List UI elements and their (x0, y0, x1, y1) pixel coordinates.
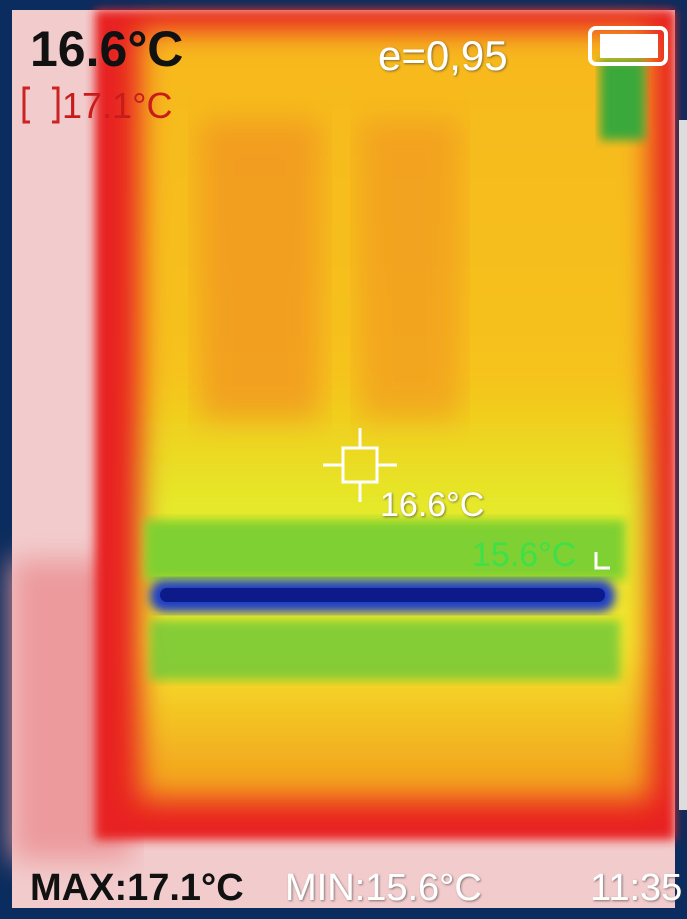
min-label: 15.6°C (472, 536, 576, 574)
spot-max-temp: 17.1°C (62, 85, 172, 126)
thermal-image (12, 10, 687, 908)
page: 16.6°C 17.1°C e=0,95 16.6°C 15.6°C MAX:1… (0, 0, 687, 919)
center-label: 16.6°C (380, 486, 484, 524)
thermal-screen: 16.6°C 17.1°C e=0,95 16.6°C 15.6°C MAX:1… (0, 0, 687, 919)
time: 11:35 (590, 867, 682, 909)
emissivity: e=0,95 (378, 32, 508, 79)
min-status: MIN:15.6°C (285, 867, 482, 909)
max-status: MAX:17.1°C (30, 867, 244, 909)
center-temp: 16.6°C (30, 21, 183, 77)
